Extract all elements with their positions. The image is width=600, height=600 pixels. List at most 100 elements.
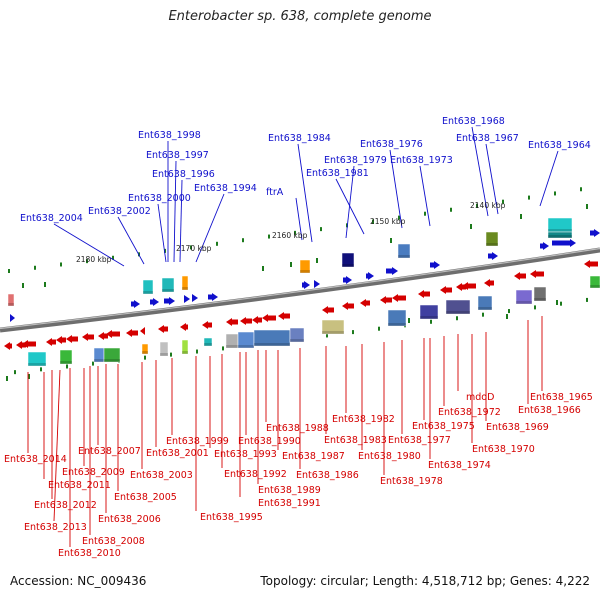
reverse-gene-arrow	[240, 317, 252, 325]
cog-feature-shade	[182, 287, 188, 290]
gene-label: Ent638_1987	[282, 451, 345, 462]
gene-label: Ent638_1998	[138, 130, 201, 141]
forward-gene-arrow	[164, 297, 175, 305]
cog-feature-shade	[142, 351, 148, 354]
scale-tick	[520, 214, 522, 219]
scale-dot	[222, 346, 224, 351]
gene-label: Ent638_2001	[146, 448, 209, 459]
cog-feature-block	[159, 341, 169, 357]
cog-feature-shade	[534, 298, 546, 301]
reverse-gene-arrow	[46, 338, 56, 346]
scale-dot	[164, 248, 166, 253]
reverse-gene-arrow	[252, 316, 262, 324]
forward-gene-arrow	[150, 298, 159, 306]
cog-feature-block	[203, 337, 213, 347]
cog-feature-shade	[388, 323, 406, 326]
scale-tick	[506, 314, 508, 319]
gene-label: Ent638_2007	[78, 446, 141, 457]
reverse-gene-arrow	[380, 296, 392, 304]
gene-label: Ent638_2010	[58, 548, 121, 559]
cog-feature-block	[141, 343, 149, 355]
gene-label: Ent638_1995	[200, 512, 263, 523]
scale-dot	[534, 305, 536, 310]
cog-feature-shade	[398, 255, 410, 258]
scale-dot	[14, 370, 16, 375]
gene-leader-line	[117, 216, 145, 265]
scale-tick	[22, 283, 24, 288]
reverse-gene-arrow	[226, 318, 238, 326]
cog-feature-shade	[300, 270, 310, 273]
reverse-gene-arrow	[342, 302, 354, 310]
forward-gene-arrow	[540, 242, 549, 250]
reverse-gene-arrow	[98, 332, 108, 340]
gene-label: Ent638_2002	[88, 206, 151, 217]
cog-feature-shade	[446, 311, 470, 314]
scale-tick	[28, 374, 30, 379]
cog-feature-block	[445, 299, 471, 315]
reverse-gene-arrow	[82, 333, 94, 341]
gene-leader-line	[419, 165, 431, 227]
gene-label: Ent638_1982	[332, 414, 395, 425]
gene-label: Ent638_1999	[166, 436, 229, 447]
cog-feature-block	[27, 351, 47, 367]
gene-label: Ent638_1964	[528, 140, 591, 151]
gene-label: Ent638_2008	[82, 536, 145, 547]
scale-dot	[66, 364, 68, 369]
reverse-gene-arrow	[126, 329, 138, 337]
gene-label: Ent638_1968	[442, 116, 505, 127]
scale-dot	[294, 230, 296, 235]
cog-feature-shade	[478, 307, 492, 310]
forward-gene-arrow	[184, 295, 190, 303]
gene-label: Ent638_1972	[438, 407, 501, 418]
gene-label: Ent638_2003	[130, 470, 193, 481]
gene-label: Ent638_1994	[194, 183, 257, 194]
scale-dot	[268, 234, 270, 239]
reverse-gene-arrow	[484, 279, 494, 287]
gene-leader-line	[389, 149, 403, 229]
cog-feature-block	[477, 295, 493, 311]
cog-feature-shade	[8, 303, 14, 306]
gene-label: Ent638_1974	[428, 460, 491, 471]
gene-label: Ent638_1965	[530, 392, 593, 403]
scale-dot	[372, 219, 374, 224]
cog-feature-block	[289, 327, 305, 343]
reverse-gene-arrow	[262, 314, 276, 322]
scale-tick	[44, 282, 46, 287]
gene-leader-line	[297, 143, 313, 243]
cog-feature-block	[387, 309, 407, 327]
gene-label: Ent638_1981	[306, 168, 369, 179]
gene-label: ftrA	[266, 187, 284, 198]
gene-label: Ent638_2006	[98, 514, 161, 525]
forward-gene-arrow	[314, 280, 320, 288]
reverse-gene-arrow	[530, 270, 544, 278]
scale-dot	[586, 297, 588, 302]
gene-label: Ent638_1975	[412, 421, 475, 432]
scale-tick	[586, 204, 588, 209]
scale-dot	[92, 361, 94, 366]
cog-feature-shade	[342, 264, 354, 267]
cog-feature-shade	[486, 243, 498, 246]
gene-label: Ent638_1983	[324, 435, 387, 446]
cog-feature-shade	[60, 361, 72, 364]
reverse-gene-arrow	[66, 335, 78, 343]
forward-gene-arrow	[366, 272, 374, 280]
cog-feature-block	[397, 243, 411, 259]
gene-label: Ent638_2000	[128, 193, 191, 204]
gene-label: mdoD	[466, 392, 494, 403]
gene-label: Ent638_1993	[214, 449, 277, 460]
gene-label: Ent638_2009	[62, 467, 125, 478]
forward-gene-arrow	[192, 294, 198, 302]
gene-label: Ent638_1990	[238, 436, 301, 447]
gene-label: Ent638_1976	[360, 139, 423, 150]
cog-feature-block	[161, 277, 175, 293]
cog-feature-block	[321, 319, 345, 335]
cog-feature-block	[533, 286, 547, 302]
reverse-gene-arrow	[106, 330, 120, 338]
cog-feature-block	[547, 231, 573, 239]
reverse-gene-arrow	[584, 260, 598, 268]
reverse-gene-arrow	[462, 282, 476, 290]
reverse-gene-arrow	[514, 272, 526, 280]
gene-label: Ent638_2012	[34, 500, 97, 511]
cog-feature-block	[589, 275, 600, 289]
